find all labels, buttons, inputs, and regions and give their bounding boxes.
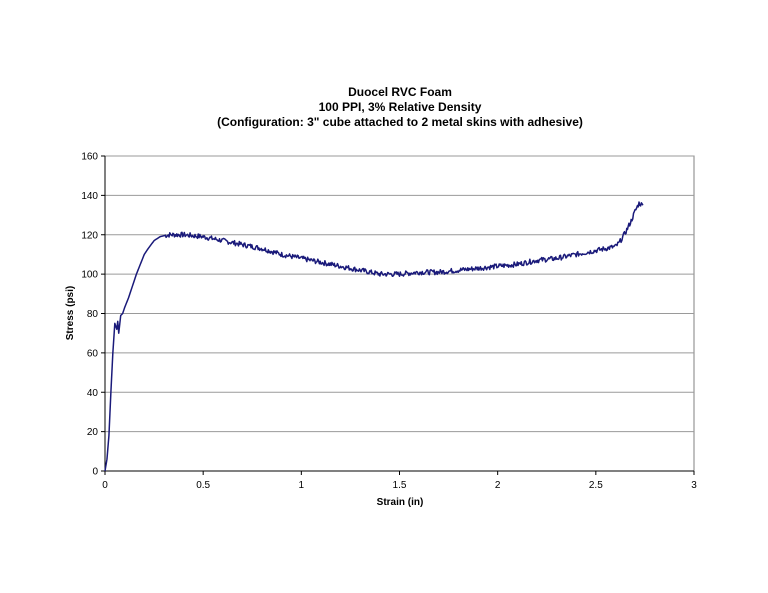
x-tick-labels: 0 0.5 1 1.5 2 2.5 3 xyxy=(102,471,697,491)
y-tick-label: 160 xyxy=(81,152,98,163)
y-tick-label: 100 xyxy=(81,270,98,281)
y-tick-label: 40 xyxy=(87,388,99,399)
x-axis-label: Strain (in) xyxy=(377,497,424,508)
y-tick-label: 80 xyxy=(87,309,99,320)
y-tick-labels: 0 20 40 60 80 100 120 140 160 xyxy=(81,152,105,478)
chart-title-line-1: Duocel RVC Foam xyxy=(348,85,452,99)
y-tick-label: 140 xyxy=(81,191,98,202)
x-tick-label: 1.5 xyxy=(393,480,407,491)
y-tick-label: 20 xyxy=(87,427,99,438)
y-tick-label: 120 xyxy=(81,230,98,241)
chart-title-line-3: (Configuration: 3" cube attached to 2 me… xyxy=(217,115,583,129)
x-tick-label: 2.5 xyxy=(589,480,603,491)
y-tick-label: 60 xyxy=(87,348,99,359)
x-tick-label: 0.5 xyxy=(196,480,210,491)
x-tick-label: 1 xyxy=(299,480,305,491)
chart-title-line-2: 100 PPI, 3% Relative Density xyxy=(319,100,482,114)
y-tick-label: 0 xyxy=(92,467,98,478)
y-axis-label: Stress (psi) xyxy=(65,286,76,340)
x-tick-label: 2 xyxy=(495,480,501,491)
x-tick-label: 3 xyxy=(691,480,697,491)
x-tick-label: 0 xyxy=(102,480,108,491)
stress-strain-line xyxy=(104,201,644,472)
